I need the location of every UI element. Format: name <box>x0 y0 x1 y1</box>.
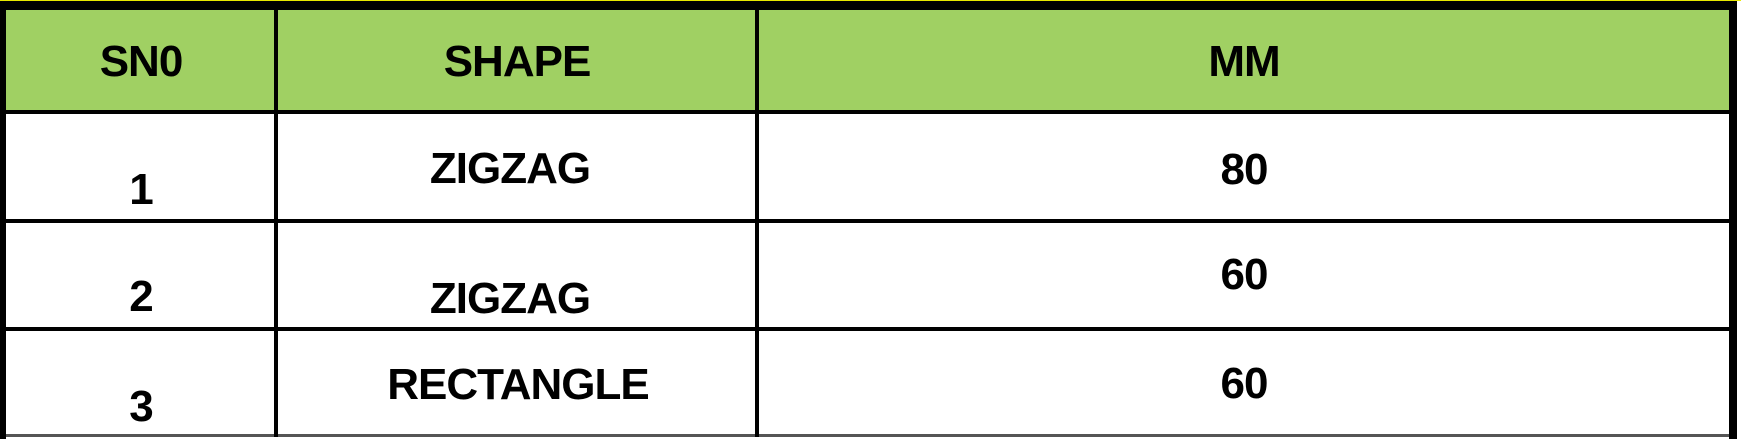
border-bottom <box>0 434 1737 437</box>
row2-mm: 60 <box>1220 250 1269 299</box>
border-header-bottom <box>0 110 1737 114</box>
border-left <box>0 1 6 439</box>
row1-sno: 1 <box>129 165 154 214</box>
header-mm: MM <box>1208 37 1280 86</box>
row3-mm: 60 <box>1220 359 1269 408</box>
border-row1-bottom <box>0 219 1737 223</box>
row3-shape: RECTANGLE <box>387 360 650 409</box>
border-top <box>0 1 1737 10</box>
header-row <box>0 1 1737 112</box>
row1-shape: ZIGZAG <box>429 144 591 193</box>
row1-mm: 80 <box>1220 145 1269 194</box>
border-row2-bottom <box>0 327 1737 331</box>
row2-shape: ZIGZAG <box>429 274 591 323</box>
header-shape: SHAPE <box>443 37 592 86</box>
top-edge <box>0 0 1741 1</box>
border-col1 <box>274 9 278 437</box>
row2-sno: 2 <box>129 272 154 321</box>
border-col2 <box>755 9 759 437</box>
border-right <box>1729 1 1737 439</box>
header-sno: SN0 <box>99 37 184 86</box>
row3-sno: 3 <box>129 382 154 431</box>
